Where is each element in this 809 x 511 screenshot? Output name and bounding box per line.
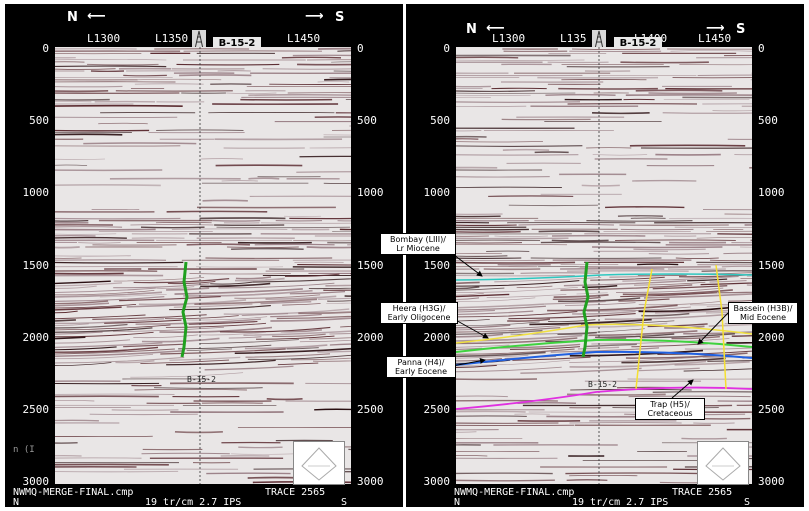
well-marker-label: B-15-2 xyxy=(588,380,617,389)
callout-title: Bassein (H3B)/ xyxy=(733,304,793,313)
fault-line xyxy=(715,264,727,390)
well-marker-label: B-15-2 xyxy=(187,375,216,384)
callout-bassein: Bassein (H3B)/ Mid Eocene xyxy=(728,302,798,324)
callout-trap: Trap (H5)/ Cretaceous xyxy=(635,398,705,420)
seismic-reflectors xyxy=(456,47,752,484)
time-tick: 2000 xyxy=(758,331,785,344)
left-seismic-panel: N ⟵ ⟶ S L1300 L1350 L1450 B-15-2 0 500 1… xyxy=(5,4,403,507)
callout-age: Lr Miocene xyxy=(396,244,440,253)
callout-title: Panna (H4)/ xyxy=(397,358,445,367)
time-tick: 1500 xyxy=(357,259,384,272)
callout-panna: Panna (H4)/ Early Eocene xyxy=(386,356,456,378)
time-tick: 500 xyxy=(430,114,450,127)
company-logo-icon xyxy=(293,441,345,485)
footer-scale: 19 tr/cm 2.7 IPS xyxy=(145,497,242,507)
callout-title: Bombay (LIII)/ xyxy=(390,235,446,244)
watermark-fragment: n (I xyxy=(13,445,35,455)
time-tick: 1500 xyxy=(758,259,785,272)
callout-age: Cretaceous xyxy=(647,409,693,418)
time-tick: 2000 xyxy=(423,331,451,344)
time-tick: 500 xyxy=(29,114,49,127)
time-tick: 2500 xyxy=(22,403,50,416)
time-tick: 2000 xyxy=(357,331,384,344)
seismic-section: B-15-2 xyxy=(456,47,752,484)
south-arrow-icon: ⟶ xyxy=(305,9,324,24)
time-tick: 3000 xyxy=(758,475,785,488)
time-tick: 3000 xyxy=(357,475,384,488)
time-tick: 500 xyxy=(357,114,377,127)
footer-file-name: NWMQ-MERGE-FINAL.cmp xyxy=(454,487,575,498)
time-tick: 2500 xyxy=(357,403,384,416)
panna-horizon xyxy=(456,350,752,366)
line-label: L1450 xyxy=(698,32,732,45)
time-tick: 1500 xyxy=(423,259,451,272)
footer-north: N xyxy=(454,497,461,507)
south-label: S xyxy=(335,10,345,25)
line-label: L135 xyxy=(560,32,587,45)
south-arrow-icon: ⟶ xyxy=(706,21,725,36)
south-label: S xyxy=(736,22,746,37)
north-label: N xyxy=(67,10,78,25)
time-tick: 1500 xyxy=(22,259,50,272)
footer-trace: TRACE 2565 xyxy=(265,487,326,498)
time-tick: 0 xyxy=(758,42,765,55)
well-log-curve xyxy=(581,261,590,358)
callout-heera: Heera (H3G)/ Early Oligocene xyxy=(380,302,458,324)
line-label: L1350 xyxy=(155,32,189,45)
north-label: N xyxy=(466,22,477,37)
time-tick: 1000 xyxy=(22,186,50,199)
time-tick: 1000 xyxy=(758,186,785,199)
callout-age: Early Eocene xyxy=(394,367,447,376)
line-label: L1450 xyxy=(287,32,321,45)
time-tick: 3000 xyxy=(423,475,451,488)
time-tick: 3000 xyxy=(22,475,50,488)
drilling-rig-icon xyxy=(592,30,606,50)
footer-south: S xyxy=(744,497,751,507)
callout-title: Trap (H5)/ xyxy=(650,400,690,409)
footer-north: N xyxy=(13,497,20,507)
fault-line xyxy=(635,268,653,390)
time-tick: 2500 xyxy=(423,403,451,416)
callout-age: Mid Eocene xyxy=(739,313,786,322)
company-logo-icon xyxy=(697,441,749,485)
drilling-rig-icon xyxy=(192,30,206,50)
callout-title: Heera (H3G)/ xyxy=(392,304,446,313)
line-label: L1300 xyxy=(492,32,526,45)
time-tick: 0 xyxy=(443,42,450,55)
time-tick: 1000 xyxy=(423,186,451,199)
bombay-horizon xyxy=(456,273,752,281)
time-tick: 2500 xyxy=(758,403,785,416)
footer-scale: 19 tr/cm 2.7 IPS xyxy=(572,497,669,507)
time-tick: 1000 xyxy=(357,186,384,199)
time-tick: 500 xyxy=(758,114,778,127)
callout-age: Early Oligocene xyxy=(387,313,451,322)
footer-south: S xyxy=(341,497,348,507)
callout-bombay: Bombay (LIII)/ Lr Miocene xyxy=(380,233,456,255)
footer-trace: TRACE 2565 xyxy=(672,487,733,498)
seismic-section: B-15-2 xyxy=(55,47,351,484)
right-seismic-panel: N ⟵ ⟶ S L1300 L135 L1400 L1450 B-15-2 0 … xyxy=(406,4,804,507)
seismic-reflectors xyxy=(55,47,351,484)
footer-file-name: NWMQ-MERGE-FINAL.cmp xyxy=(13,487,134,498)
time-tick: 0 xyxy=(357,42,364,55)
time-tick: 2000 xyxy=(22,331,50,344)
line-label: L1300 xyxy=(87,32,121,45)
well-log-curve xyxy=(180,261,189,358)
trap-horizon xyxy=(456,386,752,410)
north-arrow-icon: ⟵ xyxy=(486,21,505,36)
time-tick: 0 xyxy=(42,42,49,55)
north-arrow-icon: ⟵ xyxy=(87,9,106,24)
